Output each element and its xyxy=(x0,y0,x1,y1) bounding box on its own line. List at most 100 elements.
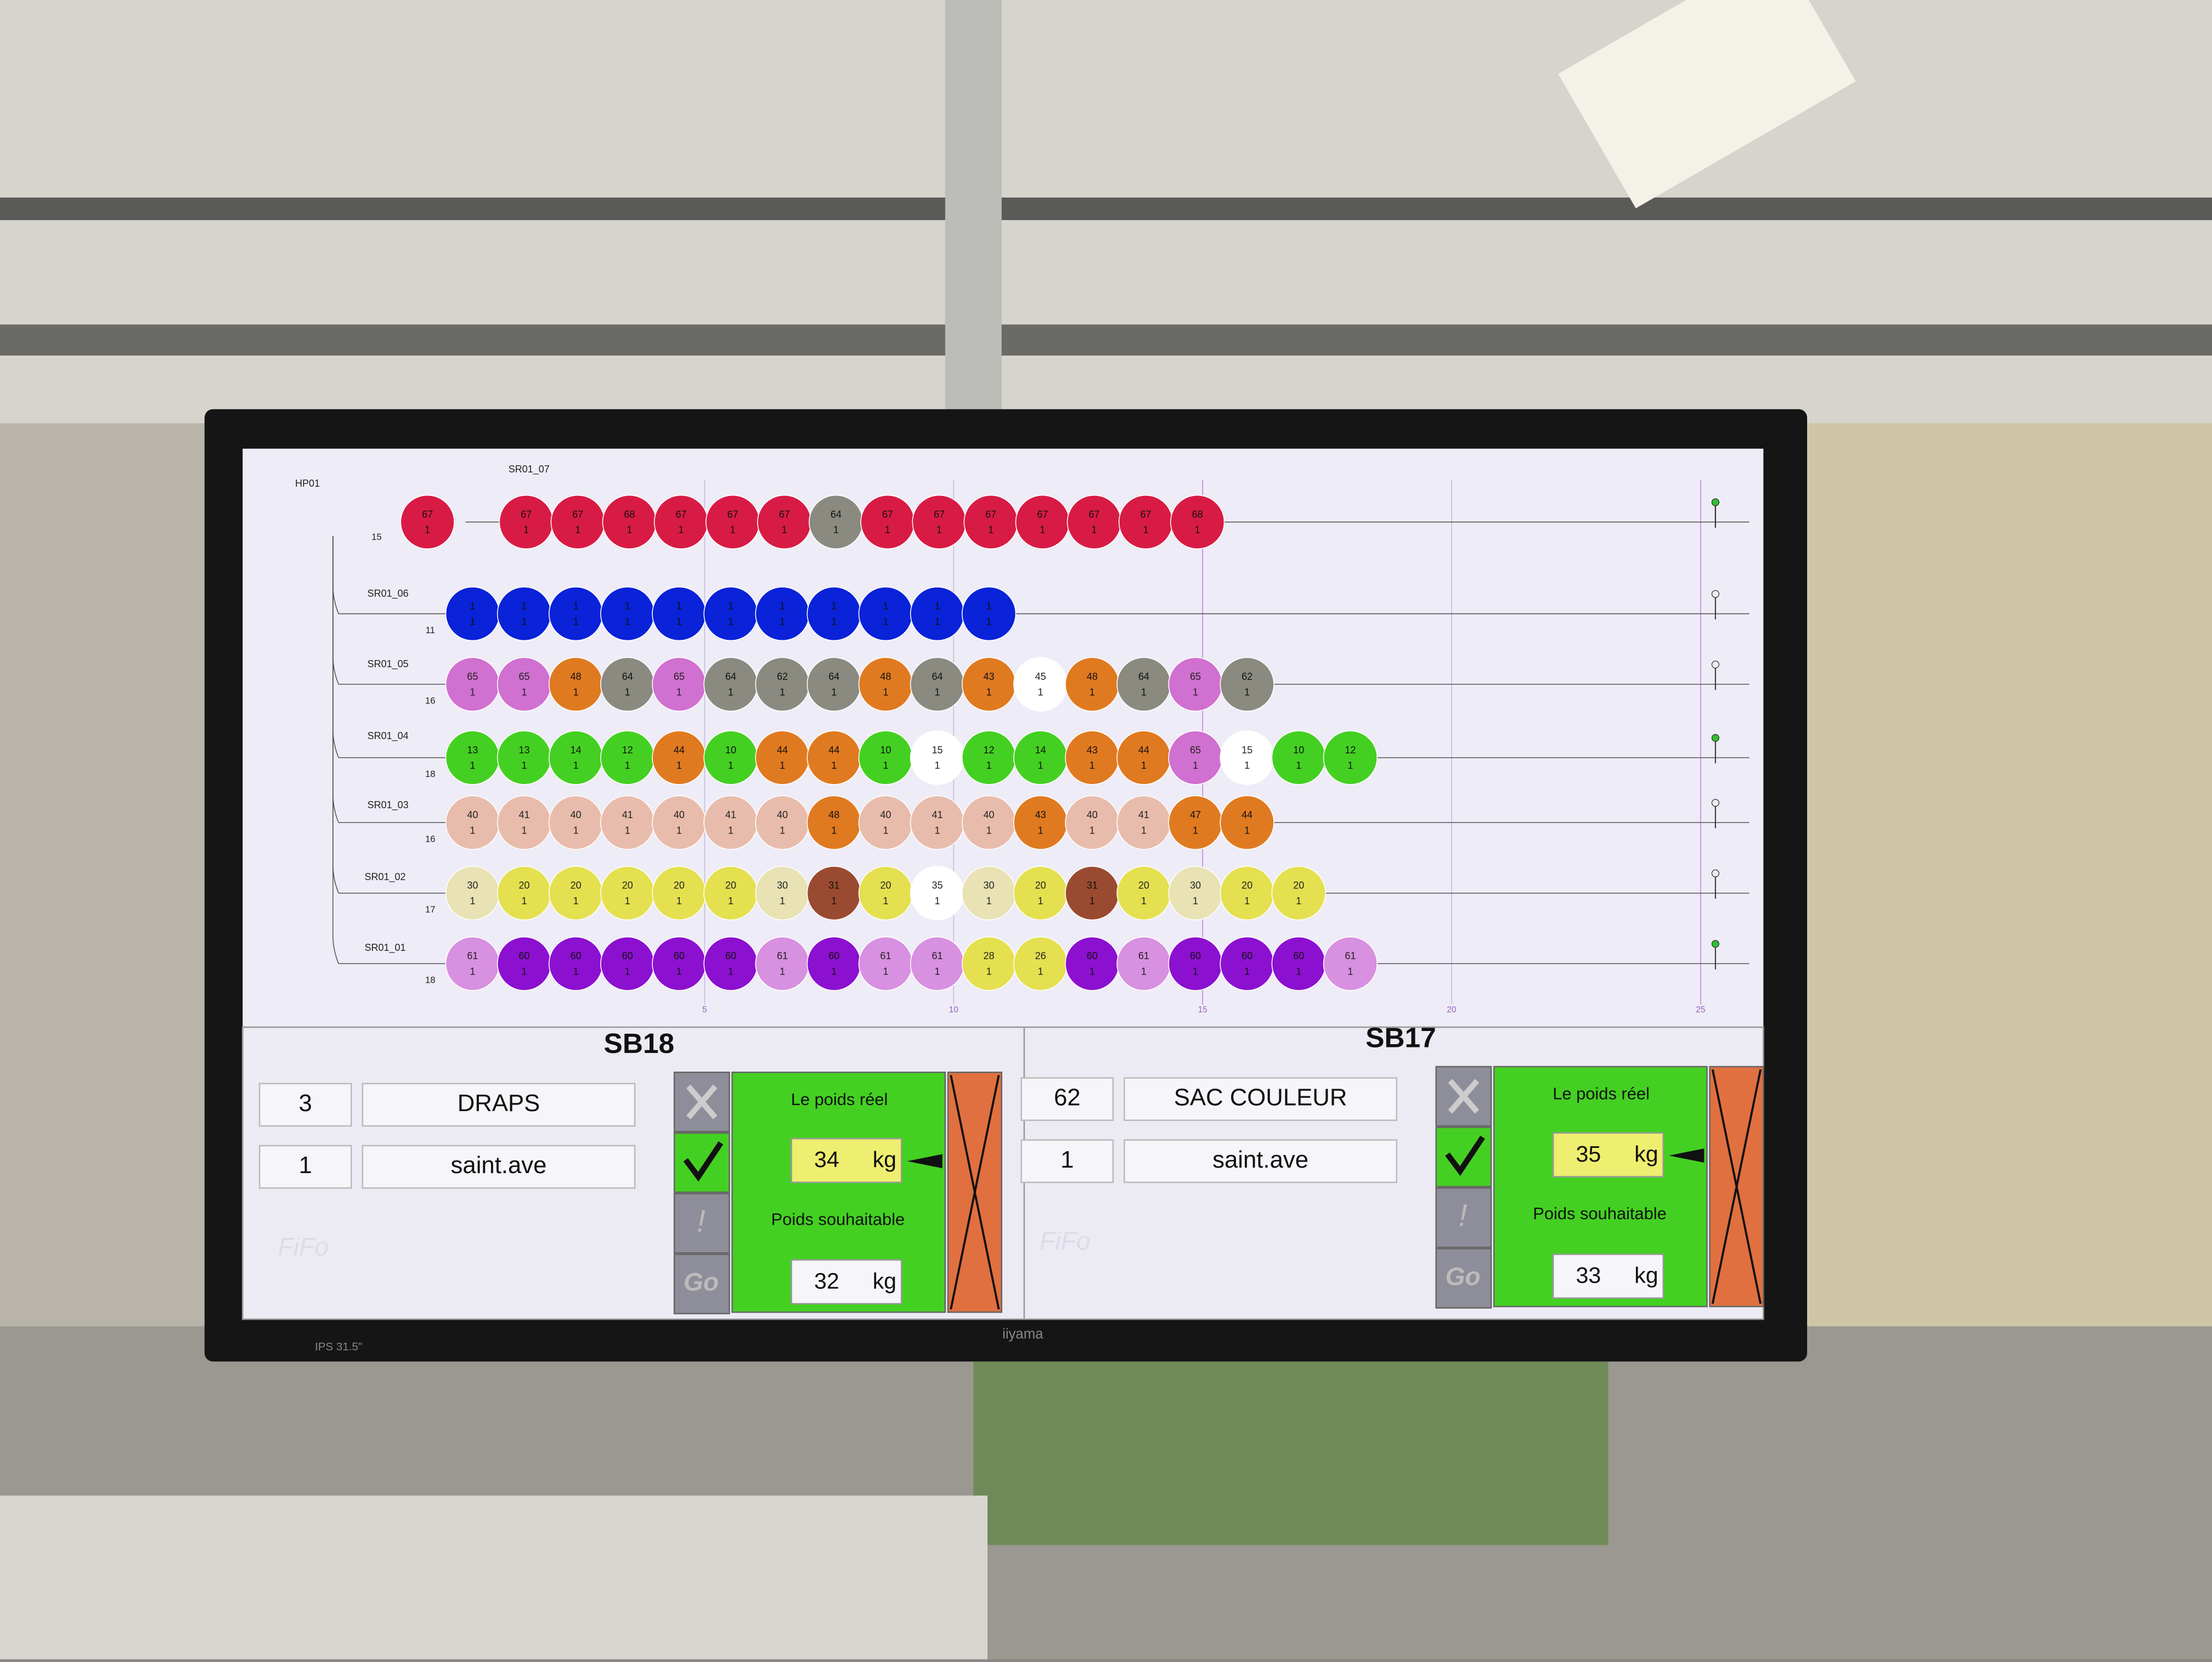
bag[interactable] xyxy=(755,730,810,785)
action-button[interactable] xyxy=(673,1132,730,1193)
bag[interactable] xyxy=(652,586,707,641)
bag[interactable] xyxy=(1013,730,1068,785)
bag[interactable] xyxy=(703,936,758,991)
bag[interactable] xyxy=(858,657,913,712)
bag[interactable] xyxy=(1323,936,1378,991)
bag[interactable] xyxy=(858,936,913,991)
bag[interactable] xyxy=(806,936,861,991)
bag[interactable] xyxy=(496,936,552,991)
bag[interactable] xyxy=(1271,730,1326,785)
bag[interactable] xyxy=(1271,866,1326,921)
bag[interactable] xyxy=(1168,866,1223,921)
bag[interactable] xyxy=(1220,795,1274,850)
bag[interactable] xyxy=(1323,730,1378,785)
bag[interactable] xyxy=(549,795,603,850)
bag[interactable] xyxy=(806,657,861,712)
bag[interactable] xyxy=(806,586,861,641)
bag[interactable] xyxy=(1168,936,1223,991)
bag[interactable] xyxy=(1013,657,1068,712)
bag[interactable] xyxy=(858,586,913,641)
bag[interactable] xyxy=(910,657,965,712)
bag[interactable] xyxy=(910,586,965,641)
bag[interactable] xyxy=(703,730,758,785)
bag[interactable] xyxy=(1065,657,1120,712)
action-button[interactable] xyxy=(1435,1126,1492,1187)
bag[interactable] xyxy=(600,586,655,641)
bag[interactable] xyxy=(1168,730,1223,785)
bag[interactable] xyxy=(600,866,655,921)
bag[interactable] xyxy=(1116,730,1171,785)
bag[interactable] xyxy=(757,494,812,550)
bag[interactable] xyxy=(806,730,861,785)
bag[interactable] xyxy=(445,795,500,850)
bag[interactable] xyxy=(1170,494,1225,550)
bag[interactable] xyxy=(1116,866,1171,921)
bag[interactable] xyxy=(961,586,1017,641)
bag[interactable] xyxy=(755,866,810,921)
button-label[interactable]: ! xyxy=(1459,1198,1468,1232)
bag[interactable] xyxy=(961,730,1017,785)
bag[interactable] xyxy=(809,494,864,550)
button-label[interactable]: Go xyxy=(1445,1262,1480,1291)
bag[interactable] xyxy=(496,657,552,712)
bag[interactable] xyxy=(1220,730,1274,785)
bag[interactable] xyxy=(400,494,455,550)
bag[interactable] xyxy=(549,657,603,712)
button-label[interactable]: ! xyxy=(697,1203,706,1238)
bag[interactable] xyxy=(860,494,915,550)
bag[interactable] xyxy=(912,494,967,550)
bag[interactable] xyxy=(1013,866,1068,921)
bag[interactable] xyxy=(602,494,657,550)
bag[interactable] xyxy=(549,586,603,641)
bag[interactable] xyxy=(652,730,707,785)
bag[interactable] xyxy=(755,795,810,850)
bag[interactable] xyxy=(549,730,603,785)
bag[interactable] xyxy=(600,936,655,991)
bag[interactable] xyxy=(910,730,965,785)
bag[interactable] xyxy=(1013,795,1068,850)
bag[interactable] xyxy=(550,494,605,550)
bag[interactable] xyxy=(703,657,758,712)
bag[interactable] xyxy=(652,795,707,850)
action-button[interactable] xyxy=(1435,1187,1492,1248)
bag[interactable] xyxy=(1066,494,1122,550)
bag[interactable] xyxy=(549,936,603,991)
bag[interactable] xyxy=(445,866,500,921)
bag[interactable] xyxy=(496,795,552,850)
bag[interactable] xyxy=(755,936,810,991)
bag[interactable] xyxy=(1220,866,1274,921)
bag[interactable] xyxy=(652,657,707,712)
bag[interactable] xyxy=(445,936,500,991)
bag[interactable] xyxy=(496,586,552,641)
bag[interactable] xyxy=(549,866,603,921)
bag[interactable] xyxy=(1116,795,1171,850)
bag[interactable] xyxy=(1220,936,1274,991)
bag[interactable] xyxy=(1065,866,1120,921)
bag[interactable] xyxy=(600,657,655,712)
bag[interactable] xyxy=(910,936,965,991)
bag[interactable] xyxy=(1116,657,1171,712)
bag[interactable] xyxy=(496,730,552,785)
bag[interactable] xyxy=(1065,936,1120,991)
bag[interactable] xyxy=(1118,494,1173,550)
action-button[interactable] xyxy=(673,1193,730,1254)
bag[interactable] xyxy=(445,586,500,641)
bag[interactable] xyxy=(600,795,655,850)
bag[interactable] xyxy=(858,730,913,785)
bag[interactable] xyxy=(1013,936,1068,991)
button-label[interactable]: Go xyxy=(684,1267,719,1296)
bag[interactable] xyxy=(1065,730,1120,785)
bag[interactable] xyxy=(653,494,709,550)
bag[interactable] xyxy=(1015,494,1070,550)
bag[interactable] xyxy=(1168,657,1223,712)
bag[interactable] xyxy=(1168,795,1223,850)
bag[interactable] xyxy=(910,866,965,921)
action-button[interactable] xyxy=(673,1253,730,1315)
bag[interactable] xyxy=(652,936,707,991)
bag[interactable] xyxy=(806,866,861,921)
bag[interactable] xyxy=(499,494,554,550)
bag[interactable] xyxy=(1065,795,1120,850)
bag[interactable] xyxy=(652,866,707,921)
bag[interactable] xyxy=(703,866,758,921)
bag[interactable] xyxy=(1271,936,1326,991)
